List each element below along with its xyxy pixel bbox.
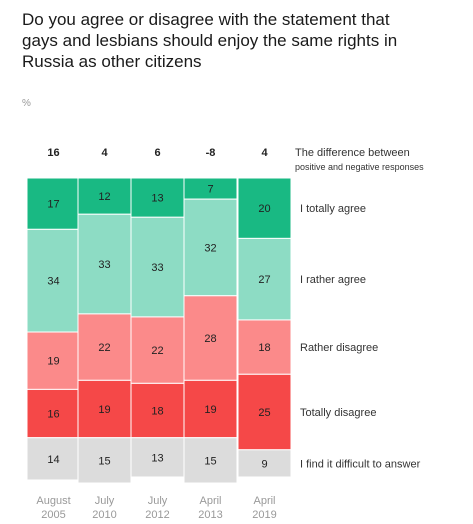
legend-entry-5: I find it difficult to answer	[300, 458, 421, 470]
x-tick-label-line2: 2005	[41, 509, 65, 521]
segment-value-label: 17	[47, 199, 59, 211]
bar-segment-5-2	[237, 237, 292, 321]
segment-value-label: 14	[47, 454, 59, 466]
legend-group: I totally agree I rather agree Rather disa…	[300, 203, 421, 470]
bar-segment-3-5	[130, 437, 185, 478]
bar-segment-4-5	[183, 437, 238, 484]
segment-value-label: 12	[98, 191, 110, 203]
difference-value: 6	[154, 147, 160, 159]
segment-value-label: 22	[151, 345, 163, 357]
x-tick-label-line2: 2013	[198, 509, 222, 521]
legend-entry-3: Rather disagree	[300, 342, 378, 354]
x-tick-label-line1: August	[36, 495, 70, 507]
bar-segment-1-5	[26, 437, 81, 481]
bar-segment-5-5	[237, 449, 292, 478]
bar-segment-1-1	[26, 177, 81, 230]
bar-segment-5-3	[237, 319, 292, 375]
segment-value-label: 28	[204, 333, 216, 345]
legend-entry-1: I totally agree	[300, 203, 366, 215]
chart-title: Do you agree or disagree with the statem…	[22, 10, 398, 71]
bar-segment-5-4	[237, 373, 292, 451]
bar-segment-3-4	[130, 382, 185, 439]
segment-value-label: 33	[151, 262, 163, 274]
segment-value-label: 13	[151, 452, 163, 464]
unit-label: %	[22, 98, 31, 109]
x-tick-label-line1: April	[253, 495, 275, 507]
segment-value-label: 22	[98, 342, 110, 354]
difference-label-line2: positive and negative responses	[295, 162, 424, 172]
x-axis-labels-group: August 2005 July 2010 July 2012 April 2013 April…	[36, 495, 276, 521]
x-tick-label-line1: July	[95, 495, 115, 507]
bar-segment-2-5	[77, 437, 132, 484]
x-tick-label-line1: July	[148, 495, 168, 507]
bar-segment-4-2	[183, 198, 238, 297]
x-tick-label-line1: April	[199, 495, 221, 507]
segment-value-label: 33	[98, 259, 110, 271]
segment-value-label: 19	[47, 356, 59, 368]
segment-value-label: 9	[261, 458, 267, 470]
segment-value-label: 13	[151, 193, 163, 205]
segment-value-label: 20	[258, 203, 270, 215]
difference-values-group: 16 4 6 -8 4	[47, 147, 268, 159]
x-tick-label-line2: 2012	[145, 509, 169, 521]
legend-entry-4: Totally disagree	[300, 407, 376, 419]
x-tick-label-line2: 2010	[92, 509, 116, 521]
difference-value: 16	[47, 147, 59, 159]
difference-label-line1: The difference between	[295, 147, 410, 159]
segment-labels-group: 17 34 19 16 14 12 33 22 19 15 13 33 22 18 13 7 32 28 19 15 2…	[47, 184, 270, 471]
segment-value-label: 16	[47, 409, 59, 421]
segment-value-label: 32	[204, 242, 216, 254]
segment-value-label: 18	[258, 342, 270, 354]
segment-value-label: 27	[258, 274, 270, 286]
bar-segment-2-4	[77, 379, 132, 439]
segment-value-label: 7	[207, 184, 213, 196]
segment-value-label: 15	[98, 455, 110, 467]
segment-value-label: 19	[204, 404, 216, 416]
segment-value-label: 19	[98, 404, 110, 416]
bars-group	[26, 177, 292, 484]
bar-segment-4-4	[183, 379, 238, 439]
bar-segment-3-3	[130, 316, 185, 384]
segment-value-label: 18	[151, 406, 163, 418]
segment-value-label: 34	[47, 276, 59, 288]
segment-value-label: 25	[258, 407, 270, 419]
bar-segment-4-3	[183, 295, 238, 381]
difference-value: -8	[206, 147, 216, 159]
x-tick-label-line2: 2019	[252, 509, 276, 521]
legend-entry-2: I rather agree	[300, 274, 366, 286]
bar-segment-3-2	[130, 216, 185, 318]
bar-segment-2-3	[77, 313, 132, 381]
difference-value: 4	[101, 147, 108, 159]
segment-value-label: 15	[204, 455, 216, 467]
difference-value: 4	[261, 147, 268, 159]
